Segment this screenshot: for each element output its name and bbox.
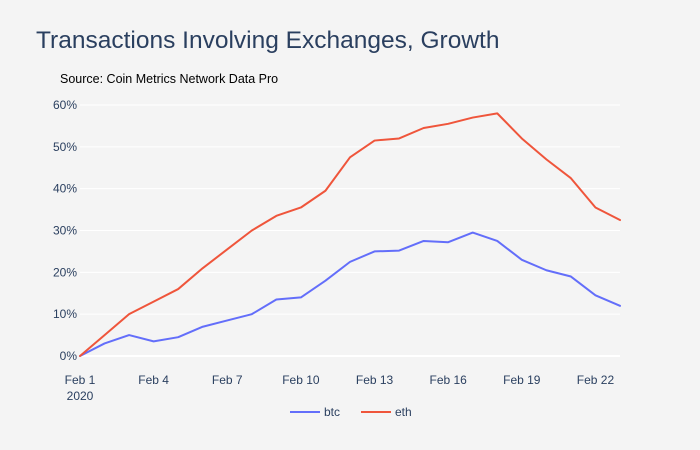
y-tick-label: 50%	[53, 140, 77, 154]
gridlines	[80, 104, 620, 357]
x-axis: Feb 1 2020 Feb 4 Feb 7 Feb 10 Feb 13 Feb 16 Feb…	[65, 373, 615, 403]
series-line-btc	[79, 231, 621, 357]
x-tick-label: Feb 22	[577, 373, 615, 387]
x-tick-label: Feb 19	[503, 373, 541, 387]
y-tick-label: 10%	[53, 307, 77, 321]
legend-item-btc[interactable]: btc	[290, 405, 340, 419]
y-tick-label: 0%	[60, 349, 78, 363]
chart-title: Transactions Involving Exchanges, Growth	[36, 27, 500, 54]
legend-item-eth[interactable]: eth	[361, 405, 412, 419]
x-tick-label: Feb 10	[282, 373, 320, 387]
x-tick-label: Feb 4	[138, 373, 169, 387]
x-tick-label: Feb 16	[430, 373, 468, 387]
y-tick-label: 60%	[53, 98, 77, 112]
chart-subtitle: Source: Coin Metrics Network Data Pro	[60, 72, 279, 86]
y-tick-label: 20%	[53, 265, 77, 279]
y-tick-label: 40%	[53, 182, 77, 196]
series-lines	[79, 112, 621, 357]
x-tick-label: Feb 7	[212, 373, 243, 387]
y-axis: 0% 10% 20% 30% 40% 50% 60%	[53, 98, 77, 363]
x-tick-sublabel: 2020	[67, 389, 94, 403]
legend-label: btc	[324, 405, 340, 419]
legend-label: eth	[395, 405, 412, 419]
x-tick-label: Feb 1	[65, 373, 96, 387]
legend[interactable]: btc eth	[290, 405, 412, 419]
series-line-eth	[79, 112, 621, 357]
x-tick-label: Feb 13	[356, 373, 394, 387]
y-tick-label: 30%	[53, 224, 77, 238]
